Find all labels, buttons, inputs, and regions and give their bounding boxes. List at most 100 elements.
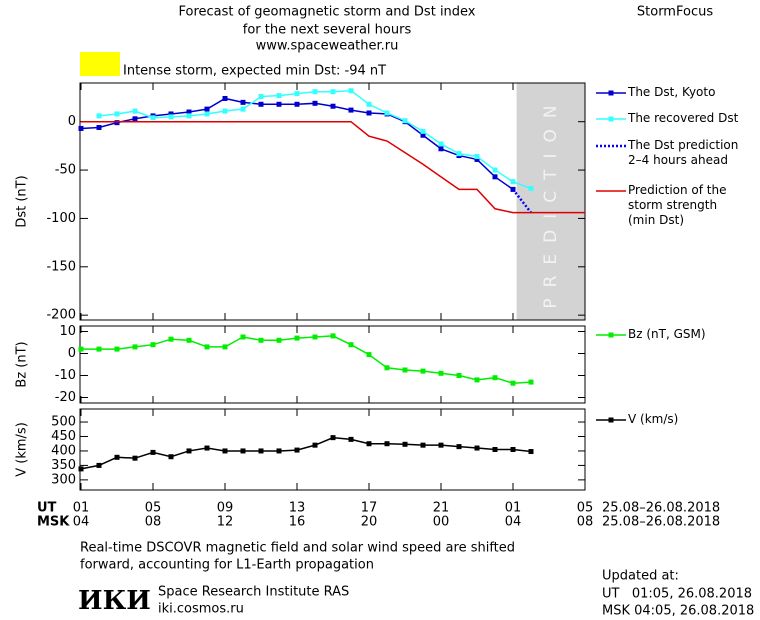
storm-level-swatch [80, 52, 120, 76]
data-point [150, 342, 156, 348]
data-point [168, 454, 174, 460]
data-point [114, 120, 120, 126]
data-point [132, 116, 138, 122]
data-point [240, 448, 246, 454]
data-point [348, 107, 354, 113]
data-point [528, 449, 534, 455]
data-point [168, 111, 174, 117]
data-point [492, 375, 498, 381]
site: iki.cosmos.ru [158, 602, 244, 617]
data-point [186, 113, 192, 119]
data-point [384, 365, 390, 371]
data-point [222, 344, 228, 350]
status-text: Intense storm, expected min Dst: -94 nT [123, 64, 386, 79]
data-point [348, 436, 354, 442]
y-tick-label: -150 [46, 259, 76, 274]
data-point [474, 156, 480, 162]
data-point [402, 118, 408, 124]
x-tick-label: 09 [217, 501, 234, 516]
data-point [240, 106, 246, 112]
data-point [276, 337, 282, 343]
data-point [114, 346, 120, 352]
data-point [474, 154, 480, 160]
data-point [222, 108, 228, 114]
x2-tick-label: 08 [145, 515, 162, 530]
legend-marker [608, 332, 614, 338]
data-point [528, 185, 534, 191]
y-tick-label: 0 [68, 346, 76, 361]
data-point [258, 101, 264, 107]
data-point [474, 377, 480, 383]
data-point [366, 110, 372, 116]
legend-label: Bz (nT, GSM) [628, 327, 706, 341]
y-tick-label: 400 [51, 443, 76, 458]
data-point [312, 100, 318, 106]
data-point [366, 101, 372, 107]
legend-marker [608, 417, 614, 423]
updated-ut: UT 01:05, 26.08.2018 [602, 587, 752, 602]
data-point [294, 91, 300, 97]
x2-tick-label: 20 [361, 515, 378, 530]
data-point [258, 337, 264, 343]
series-line [81, 335, 532, 384]
data-point [492, 447, 498, 452]
description: forward, accounting for L1-Earth propaga… [80, 558, 374, 573]
data-point [96, 113, 102, 119]
data-point [420, 128, 426, 134]
series-line [512, 188, 532, 214]
data-point [132, 344, 138, 350]
data-point [366, 441, 372, 447]
data-point [150, 115, 156, 121]
data-point [186, 109, 192, 115]
legend-label: V (km/s) [628, 412, 679, 426]
legend-label: The Dst prediction 2–4 hours ahead [628, 138, 739, 167]
title: Forecast of geomagnetic storm and Dst in… [178, 5, 475, 20]
x-tick-label: 05 [145, 501, 162, 516]
data-point [456, 373, 462, 378]
data-point [294, 335, 300, 341]
data-point [330, 333, 336, 339]
data-point [312, 334, 318, 340]
y-axis-label: Dst (nT) [15, 175, 30, 227]
data-point [96, 462, 102, 468]
x-tick-label: 05 [577, 501, 594, 516]
data-point [222, 448, 228, 454]
data-point [204, 111, 210, 117]
data-point [438, 146, 444, 152]
data-point [276, 101, 282, 107]
x-tick-label: 13 [289, 501, 306, 516]
legend-marker [608, 116, 614, 122]
legend-marker [608, 90, 614, 96]
legend-label: The recovered Dst [628, 111, 739, 125]
x-tick-label: 01 [505, 501, 522, 516]
data-point [294, 101, 300, 107]
prediction-label: PREDICTION [541, 94, 561, 308]
data-point [258, 448, 264, 454]
y-tick-label: -20 [55, 390, 76, 405]
data-point [330, 89, 336, 95]
series-line [80, 436, 532, 470]
institute: Space Research Institute RAS [158, 585, 349, 600]
subtitle: for the next several hours [243, 23, 412, 38]
y-tick-label: -200 [46, 308, 76, 323]
x-date-range: 25.08–26.08.2018 [602, 501, 720, 516]
y-axis-label: Bz (nT) [15, 341, 30, 387]
data-point [510, 447, 516, 452]
data-point [204, 445, 210, 451]
x2-tick-label: 04 [505, 515, 522, 530]
y-tick-label: -50 [55, 163, 76, 178]
x-tick-label: 21 [433, 501, 450, 516]
data-point [420, 368, 426, 374]
data-point [186, 448, 192, 454]
data-point [150, 449, 156, 455]
x2-tick-label: 08 [577, 515, 594, 530]
brand: StormFocus [637, 5, 713, 20]
data-point [132, 108, 138, 114]
data-point [204, 344, 210, 350]
y-tick-label: -100 [46, 211, 76, 226]
prediction-region [516, 83, 585, 320]
x2-tick-label: 16 [289, 515, 306, 530]
x2-date-range: 25.08–26.08.2018 [602, 515, 720, 530]
